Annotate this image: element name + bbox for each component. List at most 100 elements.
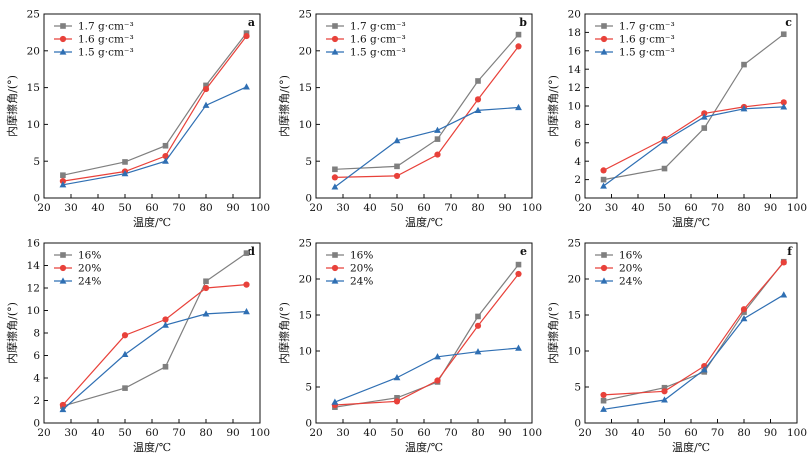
data-point-series-2 (121, 332, 129, 339)
series-line-2 (603, 101, 784, 171)
y-tick-label: 25 (299, 238, 312, 250)
y-tick-label: 4 (574, 156, 581, 168)
legend-label: 1.7 g·cm⁻³ (78, 21, 134, 33)
data-point-series-1 (515, 31, 522, 38)
x-tick-label: 60 (684, 202, 697, 214)
legend-label: 1.6 g·cm⁻³ (350, 34, 406, 46)
x-tick-label: 40 (363, 202, 376, 214)
data-point-series-1 (434, 136, 441, 142)
series-line-3 (603, 294, 785, 410)
legend-label: 1.7 g·cm⁻³ (350, 21, 406, 33)
x-tick-label: 40 (91, 202, 104, 214)
y-tick-label: 5 (305, 156, 312, 168)
legend-marker (59, 48, 67, 55)
data-point-series-2 (331, 174, 338, 181)
panel-letter: e (520, 245, 527, 258)
data-point-series-3 (121, 350, 129, 357)
panel-letter: f (787, 245, 793, 258)
data-point-series-2 (474, 96, 482, 103)
data-point-series-3 (202, 101, 210, 108)
data-point-series-3 (600, 182, 607, 189)
data-point-series-3 (202, 310, 210, 317)
x-tick-label: 60 (417, 202, 430, 214)
y-tick-label: 20 (568, 274, 581, 286)
x-tick-label: 40 (631, 202, 644, 214)
x-tick-label: 100 (787, 427, 807, 439)
data-point-series-2 (243, 32, 250, 40)
plot-frame (584, 242, 798, 424)
y-tick-label: 15 (568, 310, 581, 322)
series-line-2 (334, 273, 519, 406)
data-point-series-3 (700, 113, 708, 120)
data-point-series-1 (203, 82, 209, 89)
data-point-series-3 (243, 308, 250, 315)
y-tick-label: 10 (568, 101, 581, 113)
data-point-series-1 (394, 395, 400, 401)
data-point-series-2 (780, 99, 787, 106)
data-point-series-1 (701, 125, 708, 131)
y-tick-label: 20 (568, 9, 581, 21)
data-point-series-2 (162, 316, 169, 323)
legend-label: 1.5 g·cm⁻³ (350, 47, 406, 59)
plot-frame (315, 242, 533, 424)
x-tick-label: 100 (522, 427, 542, 439)
x-tick-label: 90 (498, 427, 511, 439)
chart-panel-a: 20 30 40 50 60 70 80 90 100 0 5 10 15 20 25 温度/℃ 内摩擦角/(°… (5, 9, 270, 229)
x-tick-label: 20 (37, 202, 50, 214)
data-point-series-3 (474, 106, 482, 114)
data-point-series-3 (661, 137, 668, 144)
x-tick-label: 30 (605, 202, 618, 214)
data-point-series-2 (162, 152, 169, 160)
y-tick-label: 15 (299, 310, 312, 322)
x-tick-label: 50 (390, 427, 403, 439)
x-tick-label: 60 (145, 202, 158, 214)
legend-label: 16% (350, 250, 373, 262)
x-axis-title: 温度/℃ (405, 440, 443, 453)
data-point-series-3 (162, 321, 169, 328)
x-tick-label: 70 (172, 427, 185, 439)
legend-marker (331, 48, 339, 55)
data-point-series-2 (515, 270, 522, 278)
x-tick-label: 90 (764, 427, 777, 439)
y-tick-label: 10 (299, 346, 312, 358)
legend-marker (331, 277, 339, 284)
legend: 1.7 g·cm⁻³1.6 g·cm⁻³1.5 g·cm⁻³ (54, 21, 134, 59)
x-tick-label: 80 (199, 427, 212, 439)
y-tick-label: 14 (27, 260, 41, 272)
x-tick-label: 60 (417, 427, 430, 439)
y-tick-label: 4 (33, 373, 40, 385)
series-line-3 (62, 86, 247, 186)
x-tick-label: 20 (578, 427, 591, 439)
legend-label: 24% (350, 276, 373, 288)
data-point-series-2 (243, 281, 250, 288)
legend-marker (59, 277, 67, 284)
x-tick-label: 100 (522, 202, 542, 214)
x-tick-label: 20 (309, 427, 322, 439)
x-tick-label: 80 (471, 202, 484, 214)
legend-marker (600, 264, 608, 272)
data-point-series-1 (162, 142, 169, 149)
legend-label: 20% (619, 263, 642, 275)
data-point-series-2 (780, 259, 787, 266)
chart-panel-f: 20 30 40 50 60 70 80 90 100 0 5 10 15 20 25 温度/℃ 内摩擦角/(°… (546, 238, 807, 453)
data-point-series-3 (780, 103, 788, 110)
chart-panel-c: 20 30 40 50 60 70 80 90 100 0 2 4 6 8 10 12 14 16 18 20 温度/℃… (546, 9, 807, 229)
data-point-series-2 (600, 391, 607, 399)
data-point-series-1 (162, 363, 169, 370)
data-point-series-2 (202, 85, 210, 93)
y-tick-label: 0 (305, 418, 312, 430)
x-tick-label: 90 (764, 202, 777, 214)
y-tick-label: 5 (33, 156, 40, 168)
x-tick-label: 70 (172, 202, 185, 214)
plot-frame (315, 13, 533, 199)
data-point-series-1 (661, 384, 668, 391)
x-tick-label: 50 (118, 427, 131, 439)
data-point-series-2 (661, 388, 668, 395)
legend-label: 16% (619, 250, 642, 262)
legend-marker (60, 23, 66, 29)
x-axis-title: 温度/℃ (133, 215, 171, 229)
x-tick-label: 80 (737, 202, 750, 214)
panel-letter: d (247, 245, 255, 258)
y-tick-label: 6 (574, 137, 581, 149)
y-tick-label: 0 (574, 418, 581, 430)
